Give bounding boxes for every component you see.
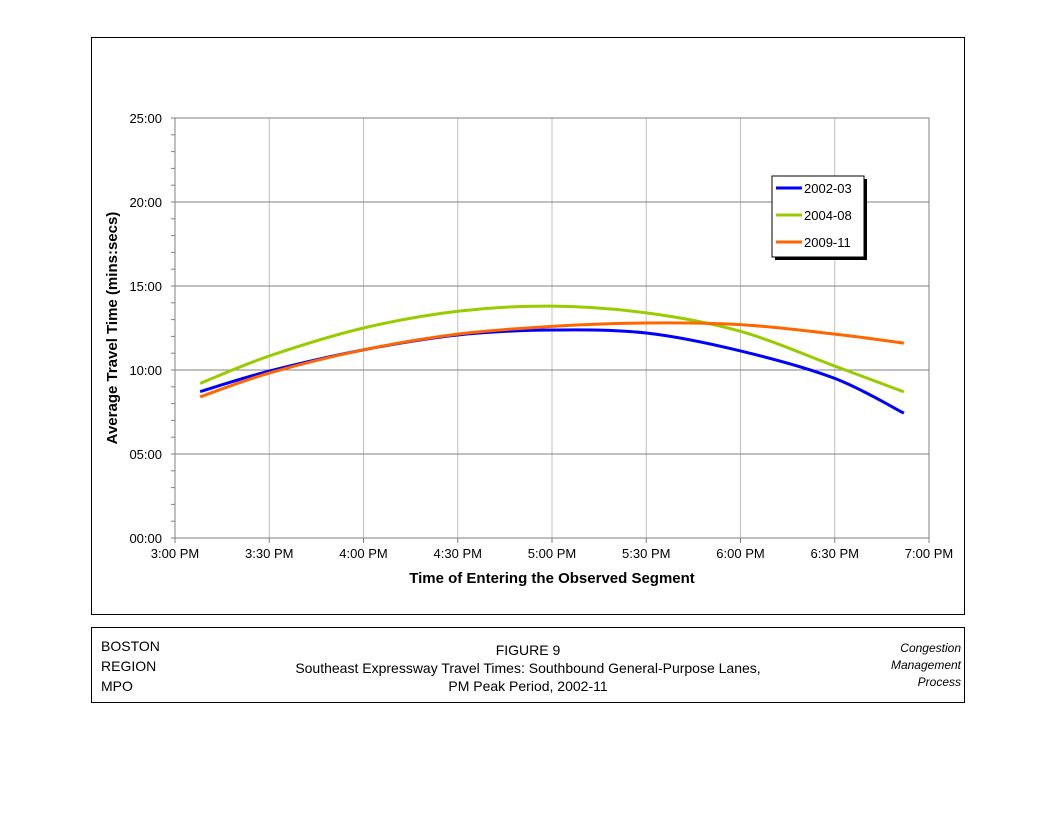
caption-line: Southeast Expressway Travel Times: South…: [295, 660, 761, 676]
x-tick-label: 7:00 PM: [905, 546, 953, 561]
org-line: REGION: [101, 658, 157, 674]
x-tick-label: 3:00 PM: [151, 546, 199, 561]
series-line-2004-08: [199, 304, 905, 394]
organization-name: BOSTON REGION MPO: [101, 636, 160, 696]
process-name: Congestion Management Process: [891, 640, 961, 691]
plot-area: [174, 117, 930, 539]
y-axis-label: Average Travel Time (mins:secs): [104, 212, 121, 445]
y-tick-label: 10:00: [129, 363, 162, 378]
process-line: Management: [890, 658, 961, 672]
figure-number: FIGURE 9: [495, 642, 561, 658]
y-tick-label: 00:00: [129, 531, 162, 546]
legend-label: 2004-08: [804, 208, 852, 223]
y-tick-label: 15:00: [129, 279, 162, 294]
y-tick-label: 20:00: [129, 195, 162, 210]
x-axis-label: Time of Entering the Observed Segment: [409, 570, 695, 587]
x-tick-label: 4:30 PM: [434, 546, 482, 561]
caption-line: PM Peak Period, 2002-11: [448, 678, 608, 694]
x-tick-label: 3:30 PM: [245, 546, 293, 561]
org-line: MPO: [101, 678, 133, 694]
x-tick-label: 6:30 PM: [811, 546, 859, 561]
org-line: BOSTON: [101, 638, 160, 654]
figure-caption: FIGURE 9 Southeast Expressway Travel Tim…: [92, 641, 964, 695]
x-tick-label: 6:00 PM: [716, 546, 764, 561]
figure-footer: BOSTON REGION MPO FIGURE 9 Southeast Exp…: [91, 627, 965, 703]
chart-frame: 3:00 PM 3:30 PM 4:00 PM 4:30 PM 5:00 PM 5:30 …: [91, 37, 965, 615]
process-line: Congestion: [900, 641, 961, 655]
y-tick-label: 25:00: [129, 111, 162, 126]
process-line: Process: [917, 675, 961, 689]
x-tick-label: 5:30 PM: [622, 546, 670, 561]
x-tick-label: 5:00 PM: [528, 546, 576, 561]
y-tick-label: 05:00: [129, 447, 162, 462]
legend-label: 2009-11: [804, 235, 851, 250]
x-tick-label: 4:00 PM: [339, 546, 387, 561]
line-chart: 3:00 PM 3:30 PM 4:00 PM 4:30 PM 5:00 PM 5:30 …: [104, 111, 953, 587]
legend-label: 2002-03: [804, 181, 852, 196]
series-line-2009-11: [199, 321, 905, 399]
